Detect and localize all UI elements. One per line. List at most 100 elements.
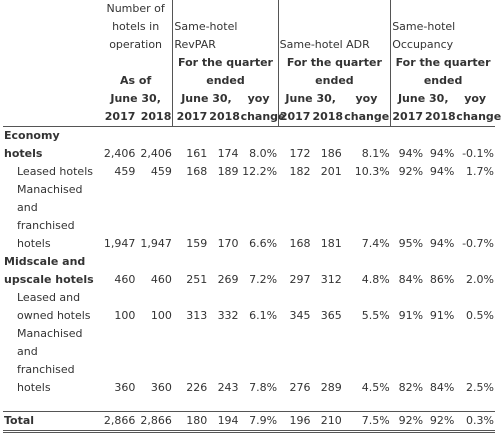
cell-hotels-2018: 459 <box>150 165 172 178</box>
cell-occ-2017: 92% <box>398 165 424 178</box>
cell-hotels-2018: 100 <box>150 309 172 322</box>
cell-occ-change: 1.7% <box>466 165 494 178</box>
cell-hotels-2017: 459 <box>114 165 136 178</box>
cell-adr-2017: 276 <box>289 381 311 394</box>
cell-adr-2018: 186 <box>320 147 342 160</box>
cell-occ-2017: 94% <box>398 147 424 160</box>
header-revpar-quarter: For the quarter ended <box>172 54 279 90</box>
cell-adr-2018: 201 <box>320 165 342 178</box>
cell-adr-change: 7.4% <box>361 237 390 250</box>
cell-revpar-2018: 194 <box>208 411 240 433</box>
header-occ-quarter: For the quarter ended <box>390 54 495 90</box>
cell-revpar-change: 8.0% <box>249 147 278 160</box>
cell-occ-change: -0.1% <box>462 147 494 160</box>
cell-occ-change: 2.0% <box>466 273 494 286</box>
cell-hotels-2017: 460 <box>114 273 136 286</box>
cell-occ-2018: 94% <box>429 165 455 178</box>
header-2017-adr: 2017 <box>277 108 312 127</box>
cell-adr-change: 8.1% <box>361 147 390 160</box>
row-label: Leased and owned hotels <box>17 291 91 322</box>
cell-adr-2018: 289 <box>320 381 342 394</box>
cell-revpar-change: 6.1% <box>249 309 278 322</box>
cell-hotels-2017: 1,947 <box>103 237 136 250</box>
cell-adr-change: 10.3% <box>354 165 390 178</box>
cell-occ-2018: 92% <box>424 411 456 433</box>
header-yoy-adr: yoy <box>355 92 378 105</box>
cell-adr-2017: 182 <box>289 165 311 178</box>
cell-adr-2018: 312 <box>320 273 342 286</box>
cell-occ-2017: 92% <box>390 411 425 433</box>
cell-adr-2017: 297 <box>289 273 311 286</box>
header-june30-adr: June 30, <box>277 90 343 108</box>
cell-hotels-2017: 360 <box>114 381 136 394</box>
header-adr-quarter: For the quarter ended <box>277 54 391 90</box>
total-row: Total 2,866 2,866 180 194 7.9% 196 210 7… <box>3 411 495 433</box>
cell-revpar-change: 7.8% <box>249 381 278 394</box>
cell-revpar-2017: 180 <box>172 411 209 433</box>
header-as-of: As of <box>120 74 152 87</box>
cell-revpar-2018: 269 <box>217 273 239 286</box>
cell-revpar-2018: 332 <box>217 309 239 322</box>
cell-occ-2017: 95% <box>398 237 424 250</box>
header-change-revpar: change <box>239 108 286 127</box>
row-label: Total <box>3 411 99 433</box>
header-yoy-revpar: yoy <box>247 92 270 105</box>
cell-hotels-2017: 2,866 <box>98 411 137 433</box>
cell-adr-2017: 172 <box>289 147 311 160</box>
header-row-2: As of For the quarter ended For the quar… <box>3 54 495 90</box>
header-2017-occ: 2017 <box>390 108 425 127</box>
header-2018-adr: 2018 <box>311 108 343 127</box>
cell-hotels-2018: 1,947 <box>140 237 172 250</box>
table-row: Midscale and upscale hotels 460 460 251 269 7… <box>3 253 495 289</box>
header-hotels-group: Number of hotels in operation <box>106 2 165 51</box>
cell-occ-2018: 94% <box>429 237 455 250</box>
cell-hotels-2018: 2,406 <box>140 147 172 160</box>
header-adr-group: Same-hotel ADR <box>277 0 391 54</box>
row-label: Economy hotels <box>4 129 60 160</box>
cell-revpar-2018: 243 <box>217 381 239 394</box>
cell-occ-2018: 84% <box>429 381 455 394</box>
header-change-adr: change <box>342 108 391 127</box>
cell-adr-change: 4.5% <box>361 381 390 394</box>
header-2018-hotels: 2018 <box>136 108 173 127</box>
cell-revpar-2018: 174 <box>217 147 239 160</box>
cell-revpar-2017: 161 <box>186 147 208 160</box>
cell-occ-2017: 82% <box>398 381 424 394</box>
cell-occ-2017: 91% <box>398 309 424 322</box>
header-2018-occ: 2018 <box>424 108 456 127</box>
cell-occ-change: 0.5% <box>466 309 494 322</box>
row-label: Manachised and franchised hotels <box>17 327 83 394</box>
cell-adr-2017: 196 <box>278 411 312 433</box>
cell-adr-change: 7.5% <box>342 411 391 433</box>
table-row: Manachised and franchised hotels 1,947 1,9… <box>3 181 495 253</box>
header-june30-hotels: June 30, <box>110 92 161 105</box>
table-body: Economy hotels 2,406 2,406 161 174 8.0% 172 186… <box>3 127 495 398</box>
header-2017-hotels: 2017 <box>98 108 137 127</box>
header-2017-revpar: 2017 <box>172 108 209 127</box>
header-row-3: June 30, June 30, yoy June 30, yoy June … <box>3 90 495 108</box>
table-row: Economy hotels 2,406 2,406 161 174 8.0% 172 186… <box>3 127 495 164</box>
cell-hotels-2017: 100 <box>114 309 136 322</box>
cell-hotels-2018: 360 <box>150 381 172 394</box>
cell-adr-2017: 168 <box>289 237 311 250</box>
table-row: Leased hotels 459 459 168 189 12.2% 182 201 10.3… <box>3 163 495 181</box>
row-label: Manachised and franchised hotels <box>17 183 83 250</box>
cell-revpar-change: 6.6% <box>249 237 278 250</box>
cell-revpar-2018: 170 <box>217 237 239 250</box>
header-2018-revpar: 2018 <box>208 108 240 127</box>
header-june30-occ: June 30, <box>390 90 456 108</box>
header-revpar-group: Same-hotel RevPAR <box>172 0 279 54</box>
cell-revpar-2017: 168 <box>186 165 208 178</box>
cell-occ-2017: 84% <box>398 273 424 286</box>
cell-occ-change: 2.5% <box>466 381 494 394</box>
cell-occ-change: -0.7% <box>462 237 494 250</box>
hotel-operations-table: Number of hotels in operation Same-hotel… <box>3 0 501 433</box>
cell-revpar-change: 7.2% <box>249 273 278 286</box>
cell-revpar-change: 12.2% <box>242 165 278 178</box>
header-change-occ: change <box>455 108 501 127</box>
header-occupancy-group: Same-hotel Occupancy <box>390 0 495 54</box>
cell-hotels-2017: 2,406 <box>103 147 136 160</box>
cell-revpar-2017: 313 <box>186 309 208 322</box>
cell-adr-2018: 181 <box>320 237 342 250</box>
cell-adr-change: 5.5% <box>361 309 390 322</box>
